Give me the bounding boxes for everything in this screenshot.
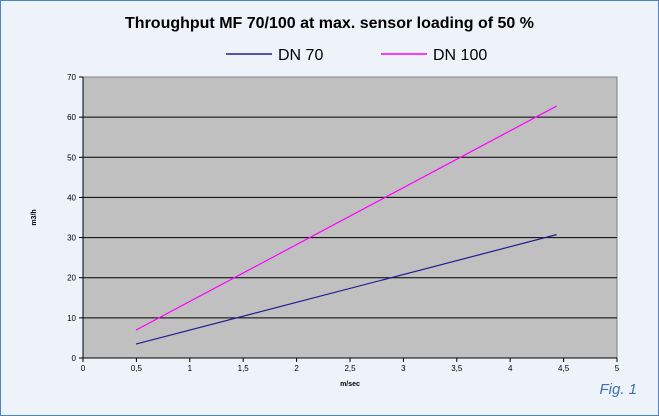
x-tick-label: 0,5	[131, 364, 143, 373]
x-tick-label: 0	[81, 364, 86, 373]
legend-label: DN 70	[278, 47, 323, 64]
series-point	[555, 105, 557, 107]
x-tick-label: 3	[401, 364, 406, 373]
x-tick-label: 5	[615, 364, 620, 373]
y-tick-label: 40	[67, 193, 76, 202]
y-tick-label: 20	[67, 274, 76, 283]
series-line	[136, 105, 557, 331]
y-axis-label: m3/h	[31, 209, 38, 225]
x-tick-label: 2,5	[344, 364, 356, 373]
x-tick-label: 3,5	[451, 364, 463, 373]
y-tick-label: 50	[67, 153, 76, 162]
y-tick-label: 70	[67, 73, 76, 82]
x-tick-label: 2	[294, 364, 299, 373]
x-tick-label: 1	[188, 364, 193, 373]
chart-title: Throughput MF 70/100 at max. sensor load…	[125, 15, 534, 32]
y-tick-label: 10	[67, 314, 76, 323]
series-point	[135, 343, 137, 345]
y-tick-label: 0	[72, 354, 77, 363]
y-tick-label: 30	[67, 234, 76, 243]
y-tick-label: 60	[67, 113, 76, 122]
series-point	[555, 234, 557, 236]
x-tick-label: 4,5	[558, 364, 570, 373]
legend-label: DN 100	[433, 47, 487, 64]
series-line	[136, 234, 557, 345]
x-tick-label: 1,5	[238, 364, 250, 373]
x-tick-label: 4	[508, 364, 513, 373]
series-point	[135, 329, 137, 331]
figure-label: Fig. 1	[599, 381, 637, 398]
x-axis-label: m/sec	[340, 381, 360, 388]
